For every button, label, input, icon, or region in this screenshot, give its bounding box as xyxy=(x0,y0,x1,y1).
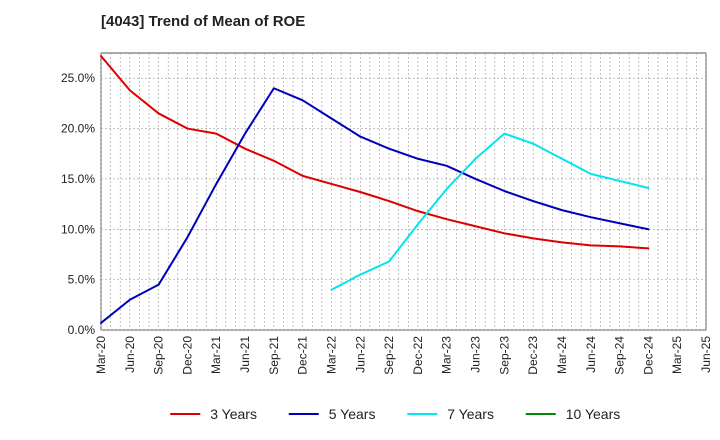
y-tick-label: 25.0% xyxy=(61,71,95,85)
legend-label: 3 Years xyxy=(210,406,257,422)
x-tick-label: Dec-21 xyxy=(296,336,310,375)
x-tick-label: Jun-23 xyxy=(469,336,483,373)
legend-label: 5 Years xyxy=(329,406,376,422)
series-line-7-years xyxy=(330,132,650,291)
x-tick-label: Dec-24 xyxy=(641,336,655,375)
x-tick-label: Jun-22 xyxy=(353,336,367,373)
x-tick-label: Sep-21 xyxy=(267,336,281,375)
x-tick-label: Mar-22 xyxy=(324,336,338,374)
y-tick-label: 10.0% xyxy=(61,222,95,236)
y-tick-label: 15.0% xyxy=(61,172,95,186)
x-tick-label: Dec-20 xyxy=(180,336,194,375)
y-tick-label: 5.0% xyxy=(68,273,96,287)
y-axis: 0.0% 5.0% 10.0% 15.0% 20.0% 25.0% xyxy=(61,71,95,337)
x-tick-label: Sep-23 xyxy=(497,336,511,375)
plot-area xyxy=(100,52,707,331)
legend-label: 10 Years xyxy=(566,406,621,422)
legend: 3 Years 5 Years 7 Years 10 Years xyxy=(170,406,620,422)
y-tick-label: 20.0% xyxy=(61,122,95,136)
x-tick-label: Sep-24 xyxy=(613,336,627,375)
chart-title: [4043] Trend of Mean of ROE xyxy=(101,13,306,30)
x-tick-label: Mar-25 xyxy=(670,336,684,374)
x-tick-label: Mar-21 xyxy=(209,336,223,374)
x-tick-label: Mar-20 xyxy=(94,336,108,374)
x-tick-label: Jun-20 xyxy=(123,336,137,373)
x-axis: Mar-20 Jun-20 Sep-20 Dec-20 Mar-21 Jun-21 Sep-… xyxy=(94,336,713,375)
x-tick-label: Jun-24 xyxy=(584,336,598,373)
x-tick-label: Dec-22 xyxy=(411,336,425,375)
x-tick-label: Jun-21 xyxy=(238,336,252,373)
x-tick-label: Mar-24 xyxy=(555,336,569,374)
x-tick-label: Sep-22 xyxy=(382,336,396,375)
x-tick-label: Jun-25 xyxy=(699,336,713,373)
legend-label: 7 Years xyxy=(447,406,494,422)
series-line-3-years xyxy=(100,55,650,250)
x-tick-label: Sep-20 xyxy=(152,336,166,375)
series-line-5-years xyxy=(100,87,650,324)
x-tick-label: Dec-23 xyxy=(526,336,540,375)
grid-layer xyxy=(100,53,707,331)
x-tick-label: Mar-23 xyxy=(440,336,454,374)
y-tick-label: 0.0% xyxy=(68,323,96,337)
series-layer xyxy=(100,55,650,324)
